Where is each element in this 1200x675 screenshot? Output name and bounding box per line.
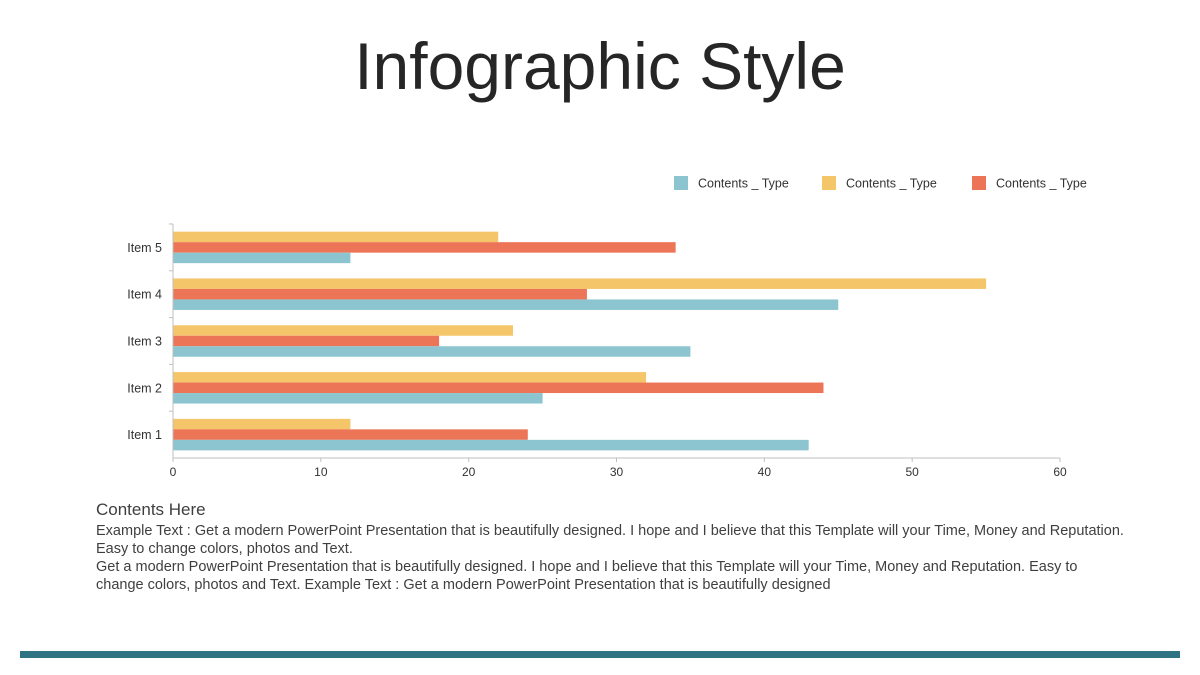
chart-labels: Item 1 Item 2 Item 3 Item 4 Item 5 0 10 20 30 40 5… <box>127 241 1067 479</box>
bar-item-5-series-1 <box>173 252 351 264</box>
bar-item-4-series-1 <box>173 299 839 310</box>
x-tick-label: 40 <box>758 465 772 479</box>
bar-item-2-series-1 <box>173 393 543 404</box>
bar-item-2-series-2 <box>173 372 647 383</box>
bar-item-3-series-2 <box>173 325 514 336</box>
category-label: Item 4 <box>127 288 162 302</box>
text-block: Contents Here Example Text : Get a moder… <box>96 500 1126 594</box>
bar-item-3-series-3 <box>173 335 440 347</box>
bottom-rule <box>20 651 1180 658</box>
legend-swatch <box>674 176 688 190</box>
legend-label: Contents _ Type <box>996 177 1087 191</box>
bar-item-1-series-1 <box>173 439 809 451</box>
legend-swatch <box>972 176 986 190</box>
bar-item-5-series-3 <box>173 242 676 253</box>
bar-item-1-series-3 <box>173 429 528 440</box>
chart-legend: Contents _ Type Contents _ Type Contents _… <box>674 176 1087 191</box>
legend-label: Contents _ Type <box>846 177 937 191</box>
x-tick-label: 10 <box>314 465 328 479</box>
bar-item-4-series-3 <box>173 288 587 300</box>
bar-chart: Contents _ Type Contents _ Type Contents _… <box>127 176 1087 479</box>
bar-item-3-series-1 <box>173 346 691 357</box>
category-label: Item 5 <box>127 241 162 255</box>
category-label: Item 3 <box>127 335 162 349</box>
legend-label: Contents _ Type <box>698 177 789 191</box>
chart-axes <box>169 223 1061 462</box>
bar-item-2-series-3 <box>173 382 824 394</box>
x-tick-label: 60 <box>1053 465 1067 479</box>
x-tick-label: 30 <box>610 465 624 479</box>
category-label: Item 2 <box>127 381 162 395</box>
bar-item-4-series-2 <box>173 278 987 289</box>
contents-heading: Contents Here <box>96 500 206 519</box>
body-paragraph-2: Get a modern PowerPoint Presentation tha… <box>96 559 1078 593</box>
x-tick-label: 0 <box>170 465 177 479</box>
body-paragraph-1: Example Text : Get a modern PowerPoint P… <box>96 523 1124 557</box>
bar-item-5-series-2 <box>173 231 499 243</box>
chart-bars <box>173 231 987 451</box>
page-title: Infographic Style <box>354 29 846 103</box>
x-tick-label: 20 <box>462 465 476 479</box>
legend-swatch <box>822 176 836 190</box>
x-tick-label: 50 <box>905 465 919 479</box>
bar-item-1-series-2 <box>173 418 351 430</box>
category-label: Item 1 <box>127 428 162 442</box>
